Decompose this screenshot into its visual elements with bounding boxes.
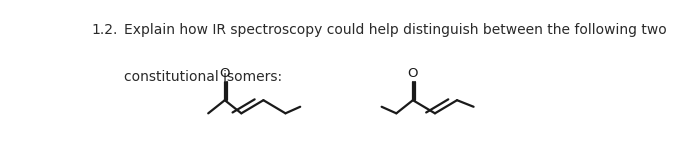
Text: O: O xyxy=(220,67,230,80)
Text: Explain how IR spectroscopy could help distinguish between the following two: Explain how IR spectroscopy could help d… xyxy=(123,23,666,37)
Text: O: O xyxy=(407,67,418,80)
Text: constitutional isomers:: constitutional isomers: xyxy=(123,70,282,84)
Text: 1.2.: 1.2. xyxy=(91,23,117,37)
